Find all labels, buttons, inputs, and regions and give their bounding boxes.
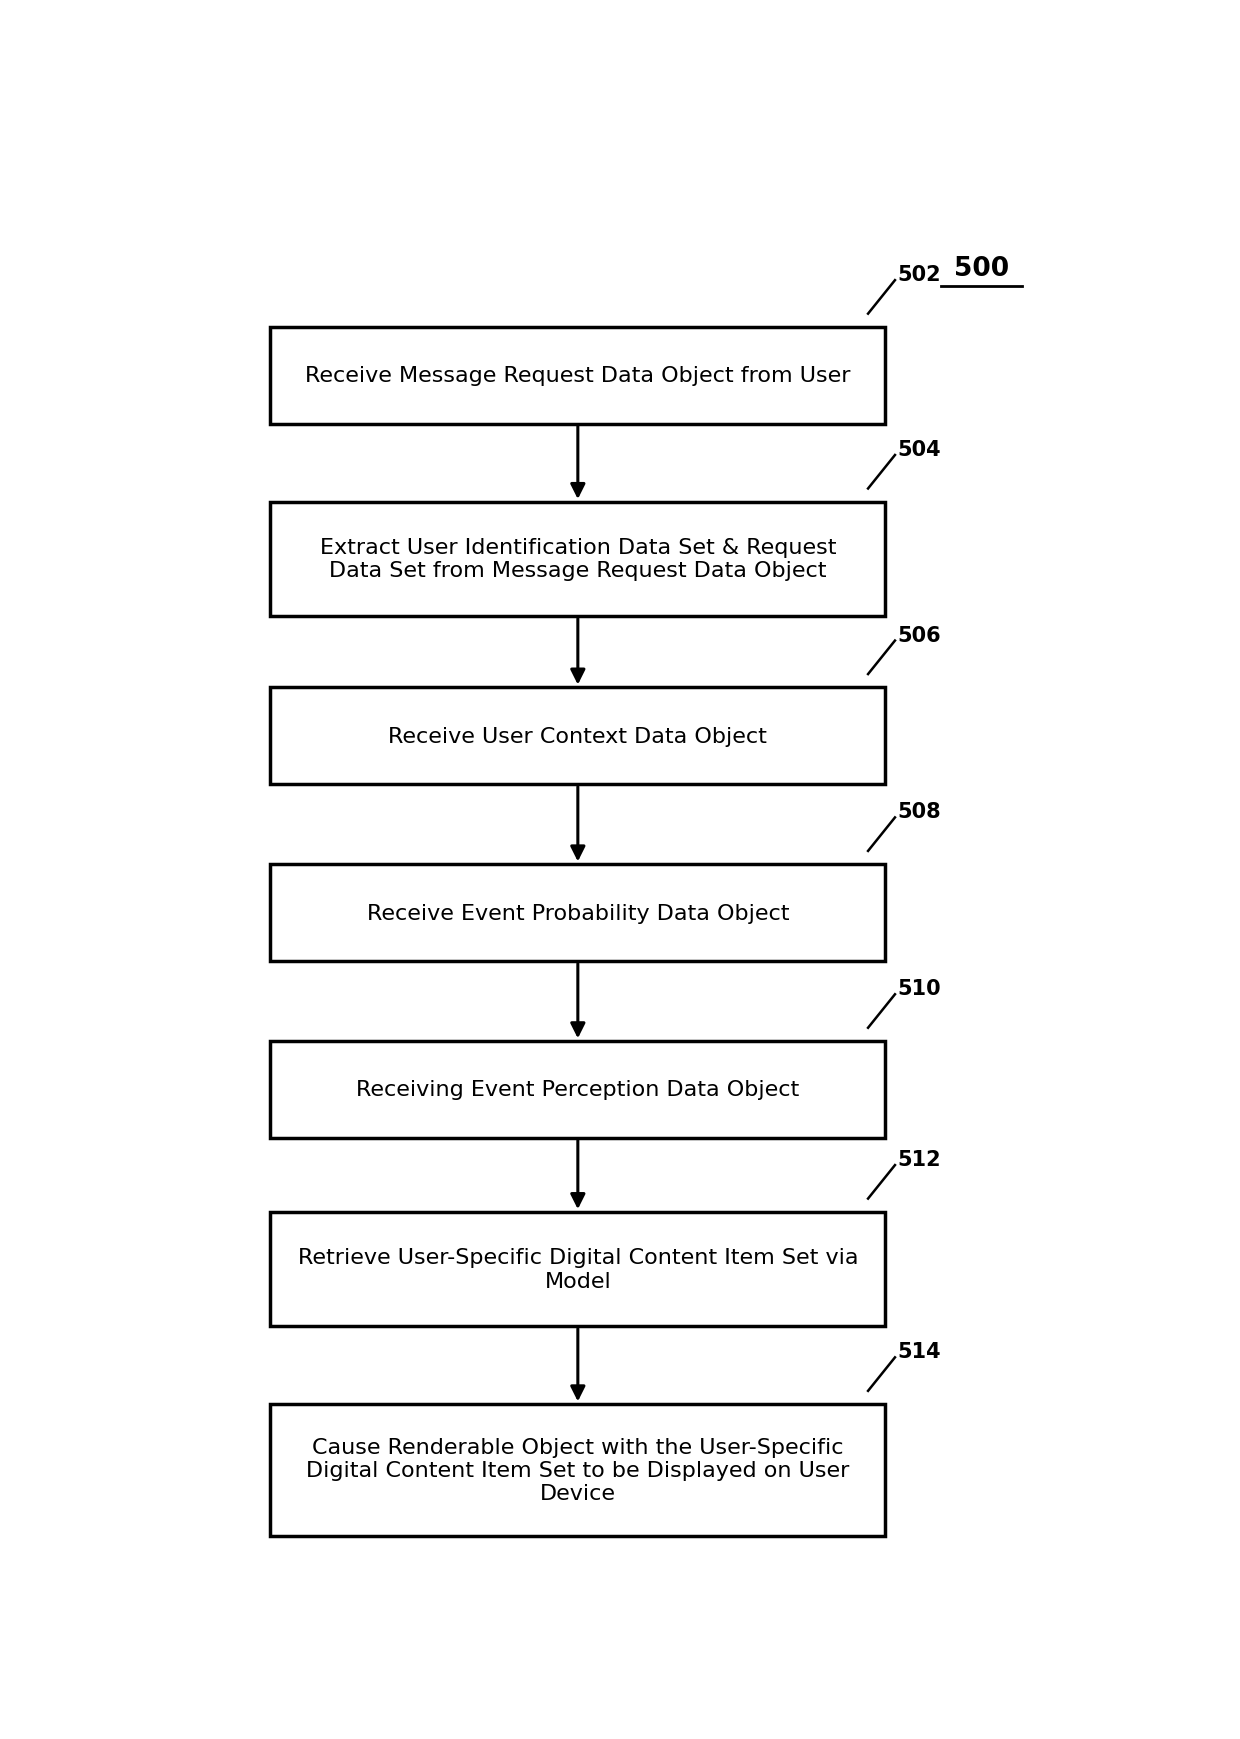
Bar (270, 864, 885, 962)
Text: Receive Event Probability Data Object: Receive Event Probability Data Object (367, 903, 789, 923)
Text: Retrieve User-Specific Digital Content Item Set via
Model: Retrieve User-Specific Digital Content I… (298, 1247, 858, 1290)
Text: 508: 508 (898, 802, 941, 823)
Text: 512: 512 (898, 1149, 941, 1169)
Text: Extract User Identification Data Set & Request
Data Set from Message Request Dat: Extract User Identification Data Set & R… (320, 537, 836, 581)
Text: 514: 514 (898, 1341, 941, 1362)
Text: Cause Renderable Object with the User-Specific
Digital Content Item Set to be Di: Cause Renderable Object with the User-Sp… (306, 1436, 849, 1502)
Text: 500: 500 (954, 256, 1009, 282)
Bar (270, 689, 885, 784)
Bar (270, 1212, 885, 1327)
Text: 506: 506 (898, 626, 941, 645)
Text: 504: 504 (898, 440, 941, 459)
Text: Receive User Context Data Object: Receive User Context Data Object (388, 727, 768, 746)
Text: Receive Message Request Data Object from User: Receive Message Request Data Object from… (305, 367, 851, 386)
Bar (270, 1042, 885, 1137)
Text: 502: 502 (898, 264, 941, 285)
Text: Receiving Event Perception Data Object: Receiving Event Perception Data Object (356, 1080, 800, 1099)
Bar (270, 503, 885, 616)
Text: 510: 510 (898, 979, 941, 998)
Bar (270, 329, 885, 424)
Bar (270, 1405, 885, 1536)
